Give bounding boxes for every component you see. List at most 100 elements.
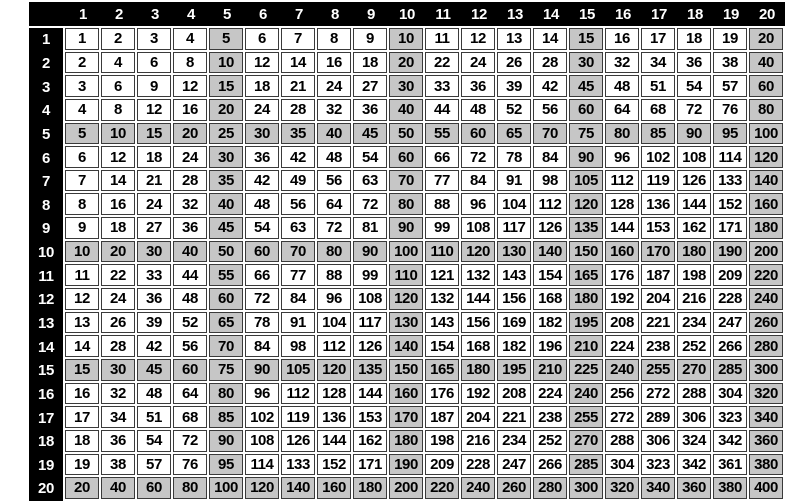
product-cell: 6	[101, 75, 135, 97]
column-header-cell: 20	[758, 5, 776, 23]
product-cell: 400	[749, 477, 783, 499]
product-cell: 12	[137, 98, 171, 121]
product-cell: 84	[281, 288, 315, 310]
column-header-cell: 1	[78, 5, 88, 23]
product-cell: 72	[317, 217, 351, 239]
column-header-cell: 6	[258, 5, 268, 23]
product-cell: 126	[281, 429, 315, 452]
product-cell: 60	[569, 98, 603, 121]
product-cell: 64	[173, 382, 207, 405]
product-cell: 112	[317, 335, 351, 357]
product-cell: 114	[245, 453, 279, 476]
product-cell: 54	[677, 75, 711, 97]
row-header-cell: 2	[41, 54, 51, 72]
product-cell: 10	[389, 28, 423, 50]
product-cell: 255	[641, 358, 675, 381]
product-cell: 30	[245, 122, 279, 145]
product-cell: 48	[317, 146, 351, 168]
product-cell: 208	[497, 382, 531, 405]
product-cell: 220	[749, 264, 783, 287]
row-header-cell: 14	[37, 338, 55, 356]
product-cell: 80	[605, 122, 639, 145]
product-cell: 72	[461, 146, 495, 168]
product-cell: 28	[533, 51, 567, 74]
row-header-cell: 19	[37, 456, 55, 474]
column-header-cell: 18	[686, 5, 704, 23]
product-cell: 99	[353, 264, 387, 287]
product-cell: 126	[677, 169, 711, 192]
product-cell: 51	[641, 75, 675, 97]
product-cell: 90	[209, 429, 243, 452]
product-cell: 26	[497, 51, 531, 74]
product-cell: 17	[65, 406, 99, 428]
product-cell: 15	[209, 75, 243, 97]
product-cell: 240	[605, 358, 639, 381]
row-header-cell: 3	[41, 78, 51, 96]
product-cell: 70	[281, 240, 315, 263]
product-cell: 76	[713, 98, 747, 121]
product-cell: 45	[137, 358, 171, 381]
product-cell: 135	[569, 217, 603, 239]
product-cell: 252	[533, 429, 567, 452]
product-cell: 150	[389, 358, 423, 381]
product-cell: 68	[641, 98, 675, 121]
product-cell: 11	[425, 28, 459, 50]
product-cell: 210	[533, 358, 567, 381]
product-cell: 220	[425, 477, 459, 499]
product-cell: 54	[245, 217, 279, 239]
product-cell: 91	[281, 311, 315, 334]
product-cell: 24	[245, 98, 279, 121]
product-cell: 52	[173, 311, 207, 334]
product-cell: 90	[353, 240, 387, 263]
product-cell: 45	[209, 217, 243, 239]
product-cell: 160	[389, 382, 423, 405]
row-header-cell: 20	[37, 480, 55, 498]
product-cell: 100	[209, 477, 243, 499]
product-cell: 140	[389, 335, 423, 357]
product-cell: 77	[281, 264, 315, 287]
product-cell: 72	[245, 288, 279, 310]
product-cell: 14	[533, 28, 567, 50]
product-cell: 70	[533, 122, 567, 145]
product-cell: 77	[425, 169, 459, 192]
product-cell: 27	[137, 217, 171, 239]
product-cell: 152	[713, 193, 747, 216]
product-cell: 3	[137, 28, 171, 50]
product-cell: 120	[461, 240, 495, 263]
product-cell: 72	[677, 98, 711, 121]
product-cell: 40	[101, 477, 135, 499]
product-cell: 144	[461, 288, 495, 310]
product-cell: 270	[677, 358, 711, 381]
product-cell: 27	[353, 75, 387, 97]
row-header-cell: 11	[38, 267, 54, 285]
product-cell: 65	[497, 122, 531, 145]
product-cell: 36	[677, 51, 711, 74]
product-cell: 225	[569, 358, 603, 381]
product-cell: 266	[533, 453, 567, 476]
product-cell: 32	[317, 98, 351, 121]
product-cell: 104	[497, 193, 531, 216]
product-cell: 21	[281, 75, 315, 97]
product-cell: 240	[569, 382, 603, 405]
product-cell: 34	[641, 51, 675, 74]
product-cell: 57	[137, 453, 171, 476]
product-cell: 20	[749, 28, 783, 50]
product-cell: 132	[461, 264, 495, 287]
product-cell: 156	[497, 288, 531, 310]
product-cell: 20	[389, 51, 423, 74]
product-cell: 78	[497, 146, 531, 168]
product-cell: 32	[605, 51, 639, 74]
column-header-cell: 19	[722, 5, 740, 23]
product-cell: 40	[749, 51, 783, 74]
product-cell: 102	[641, 146, 675, 168]
product-cell: 112	[533, 193, 567, 216]
product-cell: 285	[569, 453, 603, 476]
product-cell: 204	[641, 288, 675, 310]
product-cell: 42	[281, 146, 315, 168]
product-cell: 238	[533, 406, 567, 428]
product-cell: 360	[677, 477, 711, 499]
product-cell: 180	[569, 288, 603, 310]
product-cell: 14	[65, 335, 99, 357]
product-cell: 340	[749, 406, 783, 428]
product-cell: 25	[209, 122, 243, 145]
